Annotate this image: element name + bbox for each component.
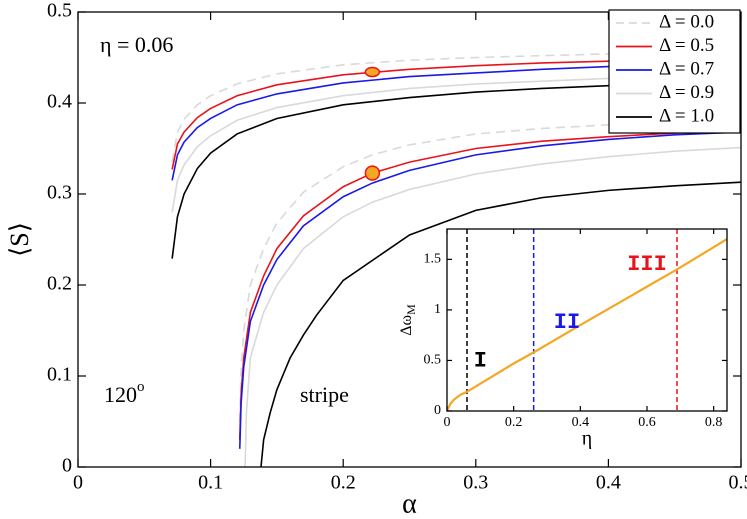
y-tick-label: 0.5: [424, 353, 442, 368]
x-tick-label: 0.8: [705, 415, 723, 430]
series-line: [171, 51, 741, 422]
x-axis-label: α: [402, 488, 417, 519]
y-tick-label: 0.2: [47, 273, 72, 295]
series-line: [171, 63, 741, 449]
plot-area: [171, 51, 741, 467]
annotation: η = 0.06: [100, 32, 173, 57]
y-axis-label-text: Δω: [398, 315, 415, 336]
annotation: 120o: [104, 379, 145, 407]
x-axis-label: η: [582, 428, 592, 450]
y-axis-label-sub: M: [404, 304, 418, 315]
y-axis-label: ΔωM: [398, 304, 418, 336]
x-tick-label: 0.4: [572, 415, 590, 430]
annotation-sup: o: [137, 379, 145, 395]
plot-frame: [77, 11, 742, 468]
y-axis-label: ⟨S⟩: [5, 222, 34, 257]
region-label: I: [474, 348, 487, 373]
legend-label: Δ = 0.7: [659, 58, 714, 79]
x-tick-label: 0.3: [463, 472, 488, 494]
plot-frame: [446, 228, 728, 412]
x-tick-label: 0.4: [596, 472, 621, 494]
series-line: [447, 238, 727, 411]
annotation: stripe: [300, 382, 349, 407]
legend-label: Δ = 0.0: [659, 11, 714, 32]
legend-box: [608, 9, 741, 134]
x-tick-label: 0: [73, 472, 83, 494]
x-tick-label: 0.6: [638, 415, 656, 430]
legend-label: Δ = 0.9: [659, 82, 714, 103]
annotation-text: 120: [104, 382, 137, 407]
y-tick-label: 0.3: [47, 182, 72, 204]
series-line: [171, 74, 741, 467]
y-tick-label: 1: [434, 302, 441, 317]
y-tick-label: 0: [434, 403, 441, 418]
x-tick-label: 0.1: [198, 472, 223, 494]
legend-label: Δ = 0.5: [659, 35, 714, 56]
x-tick-label: 0.2: [331, 472, 356, 494]
region-label: II: [554, 310, 580, 335]
series-line: [171, 57, 741, 440]
region-label: III: [627, 252, 667, 277]
y-tick-label: 0.1: [47, 364, 72, 386]
y-tick-label: 1.5: [424, 252, 442, 267]
x-tick-label: 0: [444, 415, 451, 430]
series-line: [171, 83, 741, 467]
y-tick-label: 0.4: [47, 91, 72, 113]
legend-label: Δ = 1.0: [659, 105, 714, 126]
y-tick-label: 0.5: [47, 0, 72, 22]
point: [364, 165, 381, 181]
x-tick-label: 0.5: [729, 472, 747, 494]
y-tick-label: 0: [62, 455, 72, 477]
x-tick-label: 0.2: [505, 415, 523, 430]
plot-area: [447, 229, 727, 411]
point: [364, 66, 381, 78]
